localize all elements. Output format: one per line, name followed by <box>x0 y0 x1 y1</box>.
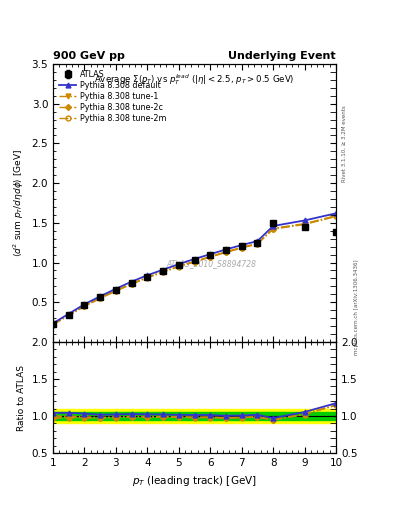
Pythia 8.308 default <box>161 267 165 273</box>
Pythia 8.308 default <box>51 320 55 326</box>
Pythia 8.308 tune-2c <box>66 312 71 318</box>
Pythia 8.308 tune-1 <box>176 263 181 269</box>
Pythia 8.308 default <box>66 311 71 317</box>
Pythia 8.308 tune-1 <box>51 321 55 327</box>
Pythia 8.308 tune-2m <box>208 254 213 260</box>
Pythia 8.308 tune-2m <box>145 275 150 281</box>
Pythia 8.308 tune-1 <box>208 253 213 260</box>
Pythia 8.308 tune-1 <box>334 212 338 219</box>
Pythia 8.308 tune-1 <box>239 244 244 250</box>
Line: Pythia 8.308 tune-2c: Pythia 8.308 tune-2c <box>51 214 338 326</box>
Bar <box>53 409 336 423</box>
Pythia 8.308 default <box>114 286 118 292</box>
Pythia 8.308 tune-2m <box>255 241 260 247</box>
Pythia 8.308 default <box>255 238 260 244</box>
Text: Rivet 3.1.10, ≥ 3.2M events: Rivet 3.1.10, ≥ 3.2M events <box>342 105 347 182</box>
Pythia 8.308 tune-2c <box>224 249 228 255</box>
Pythia 8.308 default <box>98 293 103 300</box>
Pythia 8.308 default <box>82 301 87 307</box>
Text: mcplots.cern.ch [arXiv:1306.3436]: mcplots.cern.ch [arXiv:1306.3436] <box>354 260 359 355</box>
Text: Average $\Sigma(p_T)$ vs $p_T^{lead}$ ($|\eta| < 2.5$, $p_T > 0.5$ GeV): Average $\Sigma(p_T)$ vs $p_T^{lead}$ ($… <box>94 72 295 87</box>
Pythia 8.308 tune-2c <box>51 321 55 327</box>
Pythia 8.308 default <box>208 251 213 257</box>
Y-axis label: Ratio to ATLAS: Ratio to ATLAS <box>17 365 26 431</box>
Pythia 8.308 tune-2c <box>271 226 275 232</box>
Pythia 8.308 tune-2c <box>176 263 181 269</box>
Line: Pythia 8.308 tune-1: Pythia 8.308 tune-1 <box>51 213 338 327</box>
Pythia 8.308 tune-2c <box>208 254 213 260</box>
Legend: ATLAS, Pythia 8.308 default, Pythia 8.308 tune-1, Pythia 8.308 tune-2c, Pythia 8: ATLAS, Pythia 8.308 default, Pythia 8.30… <box>57 68 168 124</box>
Pythia 8.308 tune-1 <box>302 221 307 227</box>
Pythia 8.308 tune-2m <box>176 264 181 270</box>
Pythia 8.308 tune-2c <box>82 303 87 309</box>
Pythia 8.308 tune-1 <box>224 249 228 255</box>
Pythia 8.308 default <box>192 256 197 262</box>
Pythia 8.308 tune-2c <box>302 221 307 227</box>
Pythia 8.308 tune-1 <box>82 303 87 309</box>
Pythia 8.308 tune-2m <box>161 269 165 275</box>
Pythia 8.308 tune-2m <box>271 226 275 232</box>
Text: Underlying Event: Underlying Event <box>228 51 336 61</box>
Pythia 8.308 tune-2m <box>334 214 338 220</box>
Pythia 8.308 tune-1 <box>114 287 118 293</box>
Pythia 8.308 tune-2c <box>161 269 165 275</box>
Pythia 8.308 tune-1 <box>192 258 197 264</box>
Pythia 8.308 tune-1 <box>161 269 165 275</box>
Pythia 8.308 tune-1 <box>271 225 275 231</box>
Pythia 8.308 tune-2m <box>239 245 244 251</box>
Text: 900 GeV pp: 900 GeV pp <box>53 51 125 61</box>
Pythia 8.308 tune-2m <box>114 288 118 294</box>
Pythia 8.308 tune-2m <box>98 295 103 302</box>
Pythia 8.308 default <box>334 210 338 217</box>
Pythia 8.308 tune-2c <box>239 245 244 251</box>
Pythia 8.308 default <box>271 223 275 229</box>
Pythia 8.308 tune-1 <box>98 295 103 301</box>
Pythia 8.308 tune-2c <box>145 274 150 281</box>
Pythia 8.308 tune-2m <box>82 303 87 309</box>
Pythia 8.308 tune-1 <box>66 312 71 318</box>
Pythia 8.308 tune-1 <box>129 281 134 287</box>
Pythia 8.308 tune-2m <box>192 259 197 265</box>
Pythia 8.308 tune-2c <box>129 281 134 287</box>
Pythia 8.308 default <box>224 246 228 252</box>
Pythia 8.308 tune-2m <box>51 322 55 328</box>
Pythia 8.308 default <box>176 261 181 267</box>
Pythia 8.308 tune-2c <box>114 288 118 294</box>
X-axis label: $p_T$ (leading track) [GeV]: $p_T$ (leading track) [GeV] <box>132 474 257 487</box>
Pythia 8.308 tune-1 <box>255 241 260 247</box>
Pythia 8.308 tune-2c <box>98 295 103 301</box>
Line: Pythia 8.308 default: Pythia 8.308 default <box>51 211 338 326</box>
Pythia 8.308 tune-1 <box>145 274 150 280</box>
Pythia 8.308 tune-2m <box>224 249 228 255</box>
Text: ATLAS_2010_S8894728: ATLAS_2010_S8894728 <box>167 260 257 269</box>
Pythia 8.308 tune-2m <box>66 312 71 318</box>
Bar <box>53 412 336 420</box>
Pythia 8.308 default <box>129 279 134 285</box>
Pythia 8.308 tune-2c <box>255 241 260 247</box>
Pythia 8.308 tune-2c <box>192 259 197 265</box>
Pythia 8.308 tune-2c <box>334 213 338 219</box>
Pythia 8.308 tune-2m <box>129 281 134 287</box>
Pythia 8.308 default <box>145 272 150 279</box>
Y-axis label: $\langle d^2$ sum $p_T/d\eta d\phi\rangle$ [GeV]: $\langle d^2$ sum $p_T/d\eta d\phi\rangl… <box>12 149 26 257</box>
Pythia 8.308 default <box>239 242 244 248</box>
Pythia 8.308 tune-2m <box>302 221 307 227</box>
Pythia 8.308 default <box>302 218 307 224</box>
Line: Pythia 8.308 tune-2m: Pythia 8.308 tune-2m <box>51 214 338 327</box>
